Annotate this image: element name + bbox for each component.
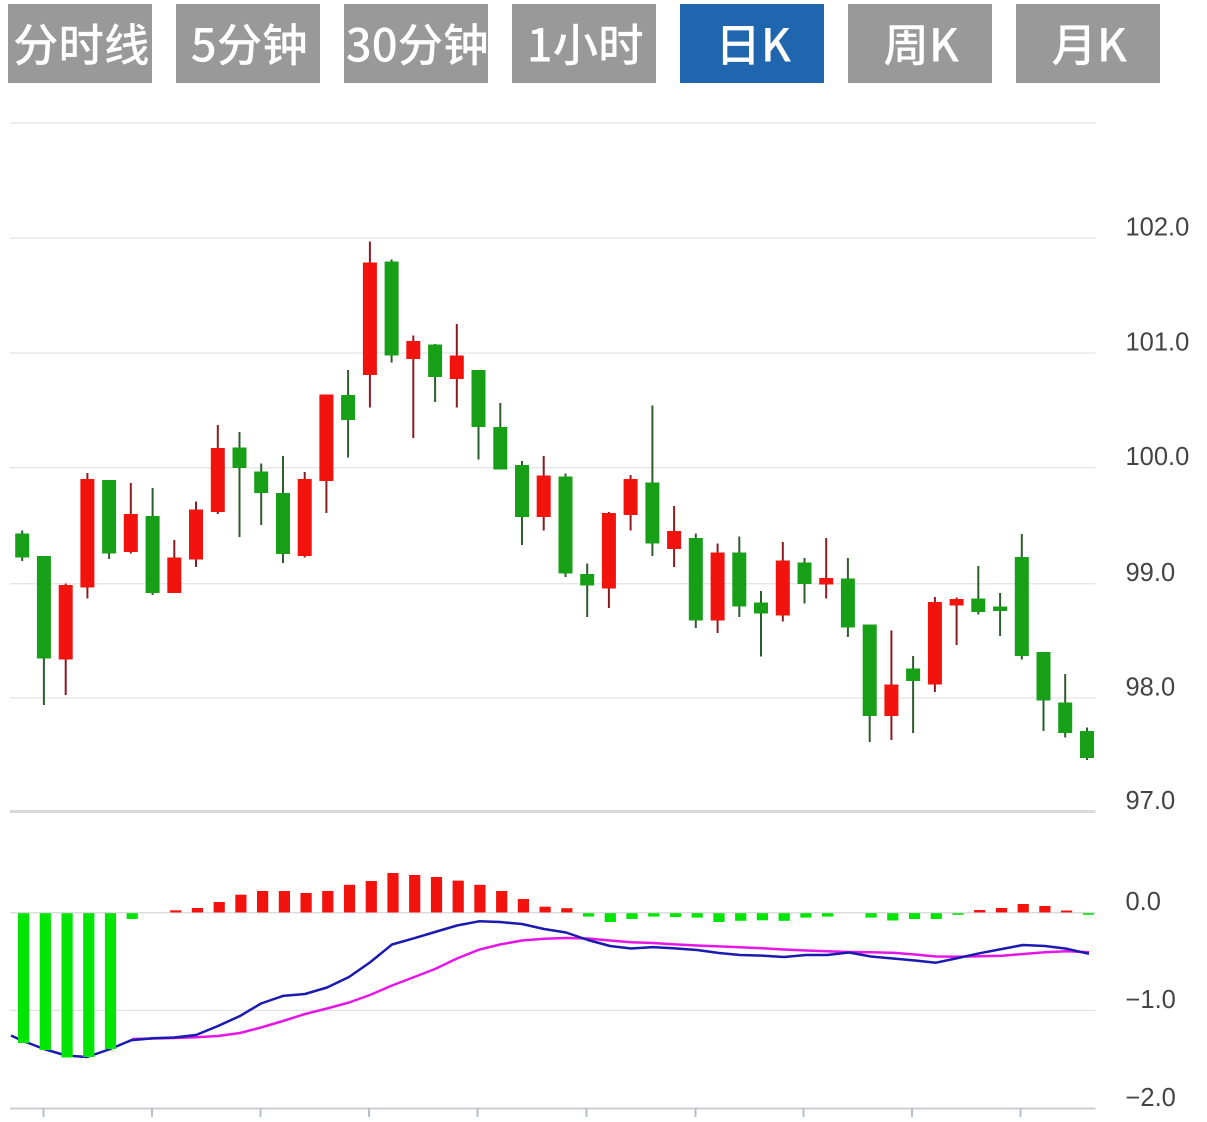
svg-text:102.0: 102.0 (1126, 213, 1190, 241)
svg-text:99.0: 99.0 (1126, 559, 1176, 587)
svg-text:97.0: 97.0 (1126, 787, 1176, 815)
svg-text:100.0: 100.0 (1126, 443, 1190, 471)
svg-text:−1.0: −1.0 (1126, 986, 1176, 1014)
svg-text:101.0: 101.0 (1126, 328, 1190, 356)
svg-text:−2.0: −2.0 (1126, 1084, 1176, 1112)
svg-text:98.0: 98.0 (1126, 673, 1176, 701)
svg-text:0.0: 0.0 (1126, 888, 1161, 916)
